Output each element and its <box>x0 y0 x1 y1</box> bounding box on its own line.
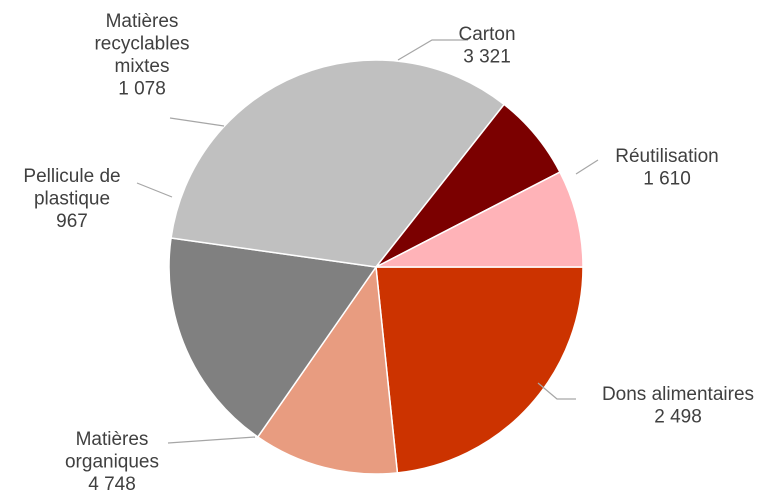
slice-label-line-4-1: plastique <box>34 189 110 210</box>
pie-slices <box>168 59 584 475</box>
slice-labels: Carton 3 321 Réutilisation 1 610 Dons alimen… <box>23 11 754 495</box>
pie-slice-5 <box>375 171 584 268</box>
slice-label-line-3-1: organiques <box>65 452 159 473</box>
leader-line-0 <box>397 39 468 61</box>
pie-slice-3 <box>170 59 506 268</box>
pie-slice-2 <box>168 237 378 438</box>
pie-slice-1 <box>256 264 399 475</box>
leader-line-5 <box>169 117 225 127</box>
leader-line-1 <box>575 159 599 175</box>
slice-value-4: 967 <box>56 211 88 232</box>
slice-label-line-3-0: Matières <box>76 429 149 450</box>
slice-label-2: Dons alimentaires 2 498 <box>602 384 754 428</box>
slice-label-4: Pellicule de plastique 967 <box>23 166 120 232</box>
slice-label-5: Matières recyclables mixtes 1 078 <box>94 11 189 100</box>
leader-lines <box>136 39 599 444</box>
slice-label-line-5-1: recyclables <box>94 34 189 55</box>
slice-label-line-2-0: Dons alimentaires <box>602 384 754 405</box>
slice-label-line-5-0: Matières <box>106 11 179 32</box>
slice-value-0: 3 321 <box>463 47 511 68</box>
slice-value-3: 4 748 <box>88 474 136 495</box>
slice-label-1: Réutilisation 1 610 <box>615 146 719 190</box>
slice-label-line-1-0: Réutilisation <box>615 146 719 167</box>
slice-label-0: Carton 3 321 <box>458 24 515 68</box>
slice-label-line-4-0: Pellicule de <box>23 166 120 187</box>
leader-line-4 <box>136 182 173 198</box>
slice-label-line-5-2: mixtes <box>115 56 170 77</box>
slice-value-1: 1 610 <box>643 169 691 190</box>
leader-line-3 <box>167 436 256 444</box>
pie-slice-0 <box>375 266 584 474</box>
leader-line-2 <box>537 382 576 400</box>
slice-value-2: 2 498 <box>654 407 702 428</box>
slice-value-5: 1 078 <box>118 79 166 100</box>
slice-label-line-0-0: Carton <box>458 24 515 45</box>
slice-label-3: Matières organiques 4 748 <box>65 429 159 495</box>
